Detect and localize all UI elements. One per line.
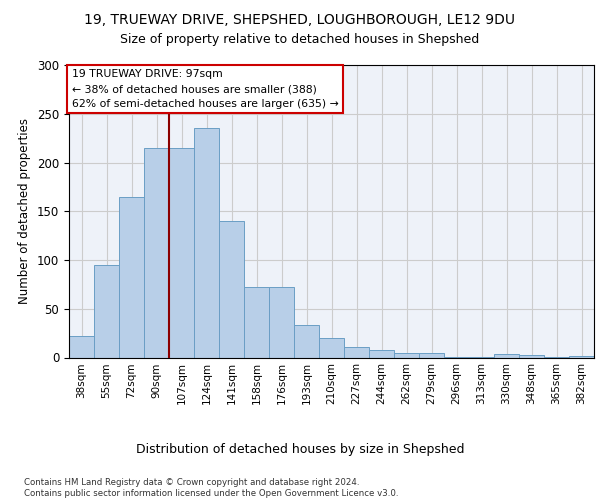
Bar [469,356,494,358]
Text: Size of property relative to detached houses in Shepshed: Size of property relative to detached ho… [121,32,479,46]
Bar [269,288,294,358]
Bar [569,356,594,358]
Bar [94,265,119,358]
Bar [69,336,94,357]
Bar [244,288,269,358]
Bar [444,356,469,358]
Bar [119,196,144,358]
Bar [544,356,569,358]
Bar [294,326,319,358]
Bar [319,338,344,357]
Bar [369,350,394,358]
Text: Contains HM Land Registry data © Crown copyright and database right 2024.
Contai: Contains HM Land Registry data © Crown c… [24,478,398,498]
Text: 19 TRUEWAY DRIVE: 97sqm
← 38% of detached houses are smaller (388)
62% of semi-d: 19 TRUEWAY DRIVE: 97sqm ← 38% of detache… [71,70,338,109]
Bar [344,347,369,358]
Text: 19, TRUEWAY DRIVE, SHEPSHED, LOUGHBOROUGH, LE12 9DU: 19, TRUEWAY DRIVE, SHEPSHED, LOUGHBOROUG… [85,12,515,26]
Bar [494,354,519,358]
Bar [219,221,244,358]
Bar [194,128,219,358]
Y-axis label: Number of detached properties: Number of detached properties [19,118,31,304]
Bar [169,148,194,358]
Bar [144,148,169,358]
Bar [394,352,419,358]
Bar [519,354,544,358]
Text: Distribution of detached houses by size in Shepshed: Distribution of detached houses by size … [136,442,464,456]
Bar [419,352,444,358]
